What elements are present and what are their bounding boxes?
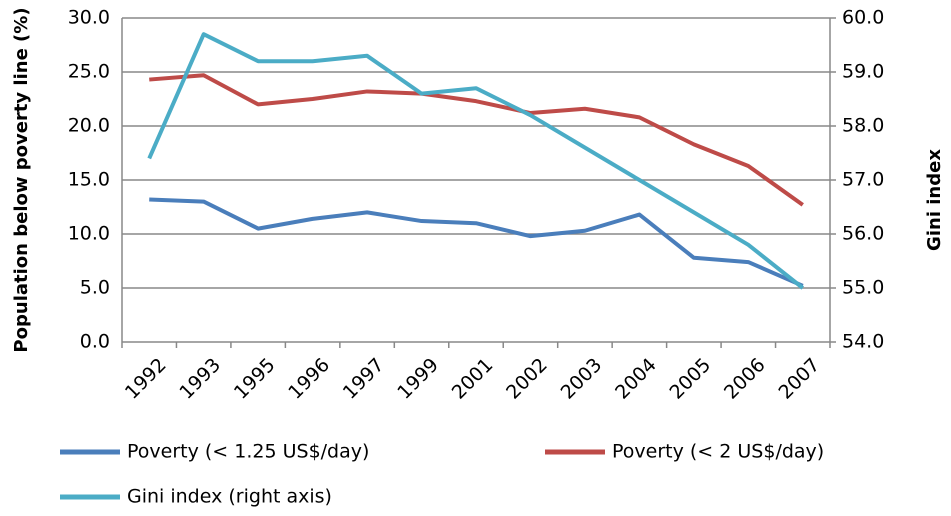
y-tick-label: 0.0: [80, 331, 110, 353]
x-tick-label: 2005: [666, 354, 716, 404]
series-line: [149, 197, 804, 288]
y-tick-label: 30.0: [68, 7, 110, 29]
y-tick-label: 10.0: [68, 223, 110, 245]
x-tick-label: 2001: [448, 354, 498, 404]
x-tick-label: 1999: [393, 354, 443, 404]
y2-tick-label: 56.0: [842, 223, 884, 245]
series-line: [149, 73, 804, 207]
legend-label: Poverty (< 1.25 US$/day): [127, 441, 369, 463]
y2-tick-label: 60.0: [842, 7, 884, 29]
y2-tick-label: 57.0: [842, 169, 884, 191]
x-tick-label: 2006: [720, 354, 770, 404]
y2-tick-label: 59.0: [842, 61, 884, 83]
legend-label: Gini index (right axis): [127, 486, 332, 508]
y-tick-label: 25.0: [68, 61, 110, 83]
x-tick-label: 1992: [121, 354, 171, 404]
y-axis-label: Population below poverty line (%): [11, 7, 32, 352]
y-tick-label: 5.0: [80, 277, 110, 299]
x-tick-label: 2002: [502, 354, 552, 404]
x-tick-label: 1993: [175, 354, 225, 404]
y2-tick-label: 58.0: [842, 115, 884, 137]
y-tick-label: 20.0: [68, 115, 110, 137]
legend-label: Poverty (< 2 US$/day): [612, 441, 824, 463]
y2-axis-label: Gini index: [924, 149, 945, 251]
x-tick-label: 2007: [774, 354, 824, 404]
x-tick-label: 1996: [284, 354, 334, 404]
x-tick-label: 2004: [611, 354, 661, 404]
x-tick-label: 1995: [230, 354, 280, 404]
y2-tick-label: 54.0: [842, 331, 884, 353]
series-line: [147, 32, 805, 290]
x-tick-label: 1997: [339, 354, 389, 404]
y-tick-label: 15.0: [68, 169, 110, 191]
y2-tick-label: 55.0: [842, 277, 884, 299]
x-tick-label: 2003: [557, 354, 607, 404]
